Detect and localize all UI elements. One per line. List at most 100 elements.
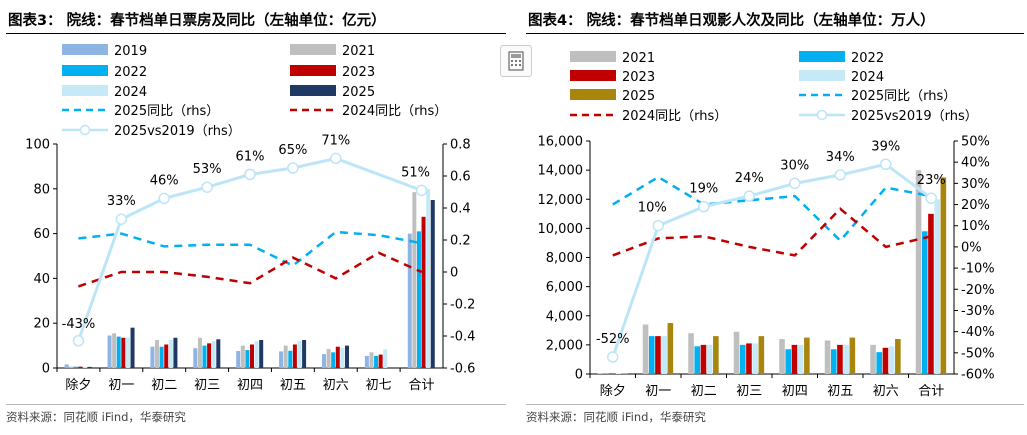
line-2025vs2019-marker — [743, 190, 755, 202]
right-tick-label: -60% — [961, 368, 995, 383]
bar-2024 — [797, 344, 804, 374]
line-2025vs2019 — [76, 156, 423, 342]
right-tick-label: -0.4 — [450, 330, 475, 345]
line-2025vs2019-marker — [925, 192, 937, 204]
legend-swatch — [799, 51, 845, 62]
bar-2024 — [211, 341, 216, 368]
bar-2021 — [597, 373, 603, 374]
data-label: 71% — [321, 133, 350, 148]
bar-2025 — [259, 340, 264, 368]
bar-2023 — [928, 213, 934, 374]
data-label: 10% — [638, 201, 667, 216]
data-label: -52% — [596, 332, 630, 347]
bar-2021 — [642, 324, 649, 374]
bar-2024 — [843, 344, 849, 374]
bar-2022 — [116, 336, 121, 368]
bar-2025 — [713, 336, 719, 374]
bar-2021 — [412, 192, 417, 368]
line-2025vs2019-marker — [607, 351, 619, 363]
bar-2019 — [107, 335, 112, 368]
bar-2023 — [837, 344, 843, 374]
bar-2022 — [73, 366, 78, 368]
bar-2025 — [804, 337, 810, 374]
bar-2021 — [283, 345, 288, 368]
left-tick-label: 14,000 — [538, 164, 584, 179]
bar-2023 — [207, 343, 212, 368]
legend-label: 2024同比（rhs） — [342, 104, 447, 119]
right-tick-label: 0.6 — [450, 170, 471, 185]
left-tick-label: 40 — [33, 272, 50, 287]
line-2025vs2019-marker — [244, 168, 256, 181]
bar-2021 — [197, 337, 202, 368]
data-label: 65% — [278, 143, 307, 158]
bar-2023 — [655, 336, 661, 374]
data-label: 39% — [871, 139, 900, 154]
right-tick-label: -50% — [961, 346, 995, 361]
bar-2024 — [254, 341, 259, 368]
legend-swatch — [570, 70, 616, 81]
left-tick-label: 6,000 — [546, 280, 583, 295]
legend-swatch — [62, 65, 108, 76]
bar-2021 — [69, 366, 74, 368]
left-tick-label: 20 — [33, 317, 50, 332]
bar-2019 — [321, 354, 326, 368]
right-tick-label: 30% — [961, 177, 990, 192]
bar-2023 — [78, 366, 83, 368]
x-tick-label: 初二 — [151, 378, 177, 393]
data-label: 23% — [917, 173, 946, 188]
line-2025vs2019-marker — [201, 181, 213, 193]
line-2025vs2019-marker — [652, 219, 664, 232]
left-tick-label: 10,000 — [538, 222, 584, 237]
legend-label: 2025同比（rhs） — [851, 89, 956, 104]
line-2025vs2019-marker — [789, 177, 801, 190]
x-tick-label: 初五 — [827, 384, 853, 399]
bar-2024 — [934, 199, 940, 374]
calculator-icon[interactable] — [500, 45, 532, 77]
right-tick-label: -10% — [961, 262, 995, 277]
legend-label: 2025vs2019（rhs） — [114, 124, 241, 139]
bar-2022 — [374, 355, 379, 368]
right-tick-label: 0.4 — [450, 202, 471, 217]
legend-label: 2025vs2019（rhs） — [851, 109, 978, 124]
line-2025vs2019-marker — [330, 152, 342, 165]
bar-2025 — [344, 345, 349, 368]
bar-2022 — [876, 352, 883, 374]
bar-2019 — [407, 233, 412, 368]
left-chart-title: 图表3： 院线：春节档单日票房及同比（左轴单位：亿元） — [8, 13, 386, 29]
left-tick-label: 16,000 — [538, 135, 584, 150]
line-2025vs2019-marker — [158, 192, 170, 205]
bar-2024 — [888, 346, 895, 374]
left-tick-label: 2,000 — [546, 338, 583, 353]
x-tick-label: 初二 — [691, 384, 717, 399]
right-tick-label: -40% — [961, 325, 995, 340]
legend-label: 2021 — [342, 44, 375, 59]
bar-2025 — [87, 366, 92, 368]
bar-2019 — [193, 348, 198, 368]
legend-label: 2024 — [851, 70, 884, 85]
legend-swatch — [290, 44, 336, 55]
bar-2025 — [940, 177, 947, 374]
line-2024-yoy — [78, 251, 423, 288]
right-source-rule — [526, 404, 1024, 405]
bar-2022 — [159, 346, 164, 368]
legend-swatch — [290, 85, 336, 96]
bar-2023 — [292, 344, 297, 368]
legend-label: 2023 — [342, 65, 375, 80]
bar-2019 — [279, 351, 284, 368]
bar-2025 — [173, 337, 178, 368]
right-tick-label: -0.2 — [450, 298, 475, 313]
data-label: 33% — [107, 194, 136, 209]
legend-label: 2019 — [114, 44, 147, 59]
right-chart-title: 图表4： 院线：春节档单日观影人次及同比（左轴单位：万人） — [528, 13, 935, 29]
left-tick-label: 60 — [33, 227, 50, 242]
bar-2022 — [785, 349, 792, 374]
bar-2025 — [622, 373, 628, 374]
bar-2022 — [245, 350, 250, 368]
right-tick-label: 0.8 — [450, 138, 471, 153]
bar-2025 — [430, 200, 435, 368]
bar-2021 — [326, 348, 331, 368]
legend-swatch — [570, 51, 616, 62]
bar-2025 — [216, 339, 221, 368]
line-2024-yoy — [612, 207, 932, 257]
bar-2025 — [667, 323, 674, 374]
